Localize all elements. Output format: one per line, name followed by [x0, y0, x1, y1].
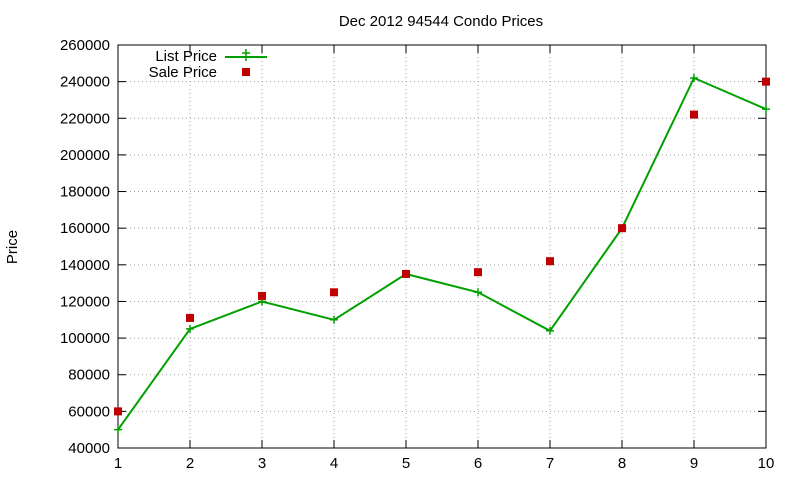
legend-marker-list-price: [242, 49, 250, 61]
grid: [118, 45, 766, 448]
list-price-point: [186, 324, 194, 333]
plot-frame: [117, 44, 767, 449]
y-tick-label: 260000: [60, 37, 110, 54]
y-tick-label: 40000: [68, 440, 110, 457]
sale-price-point: [258, 291, 266, 300]
list-price-line: [117, 76, 767, 431]
sale-price-point: [690, 110, 698, 119]
x-tick-label: 7: [546, 455, 554, 472]
y-tick-label: 240000: [60, 74, 110, 91]
sale-price-point: [402, 269, 410, 278]
y-tick-label: 120000: [60, 293, 110, 310]
list-price-point: [474, 288, 482, 297]
legend-label-list-price: List Price: [155, 48, 217, 65]
x-tick-label: 9: [690, 455, 698, 472]
legend-label-sale-price: Sale Price: [149, 64, 217, 81]
x-tick-label: 1: [114, 455, 122, 472]
y-tick-label: 160000: [60, 220, 110, 237]
y-tick-label: 180000: [60, 184, 110, 201]
list-price-point: [762, 105, 770, 114]
sale-price-point: [546, 257, 554, 266]
y-tick-label: 220000: [60, 110, 110, 127]
list-price-point: [114, 425, 122, 434]
list-price-point: [690, 73, 698, 82]
series: [114, 73, 770, 434]
y-tick-label: 60000: [68, 403, 110, 420]
sale-price-point: [114, 407, 122, 416]
legend-marker-sale-price: [242, 68, 250, 76]
axis-ticks: 40000 60000 80000 100000 120000 140000 160000 1…: [60, 37, 774, 472]
x-tick-label: 4: [330, 455, 338, 472]
sale-price-point: [762, 77, 770, 86]
legend: List Price Sale Price: [149, 48, 267, 81]
x-tick-label: 3: [258, 455, 266, 472]
x-tick-label: 8: [618, 455, 626, 472]
y-tick-label: 200000: [60, 147, 110, 164]
x-tick-label: 5: [402, 455, 410, 472]
sale-price-point: [618, 224, 626, 233]
list-price-point: [330, 315, 338, 324]
y-tick-label: 100000: [60, 330, 110, 347]
y-axis-label: Price: [4, 230, 21, 264]
x-tick-label: 6: [474, 455, 482, 472]
y-tick-label: 140000: [60, 257, 110, 274]
chart-title: Dec 2012 94544 Condo Prices: [339, 13, 543, 30]
sale-price-point: [474, 268, 482, 277]
x-tick-label: 10: [758, 455, 775, 472]
list-price-point: [546, 326, 554, 335]
x-tick-label: 2: [186, 455, 194, 472]
sale-price-point: [186, 313, 194, 322]
sale-price-point: [330, 288, 338, 297]
y-tick-label: 80000: [68, 367, 110, 384]
